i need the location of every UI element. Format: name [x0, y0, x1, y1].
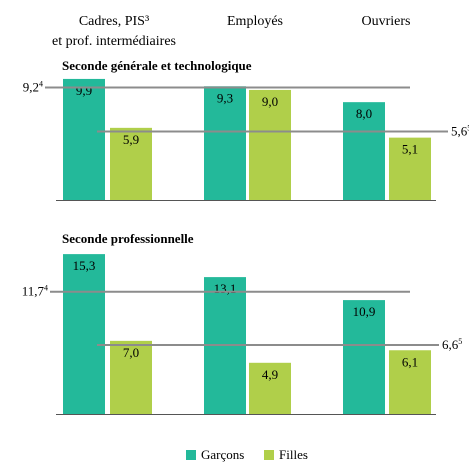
category-label-2: Ouvriers — [362, 14, 411, 29]
data-label-p1-s1-c0: 7,0 — [123, 345, 139, 360]
bar-garcons-p1-c2 — [343, 300, 385, 414]
bar-garcons-p0-c0 — [63, 78, 105, 200]
data-label-p1-s0-c0: 15,3 — [73, 258, 96, 273]
legend-label-0: Garçons — [201, 447, 244, 462]
data-label-p0-s1-c0: 5,9 — [123, 132, 139, 147]
reference-label-p0-right: 5,65 — [451, 124, 469, 139]
bar-filles-p0-c2 — [389, 137, 431, 200]
category-label-1: Employés — [227, 14, 283, 29]
legend-swatch-1 — [264, 450, 274, 460]
bar-garcons-p1-c0 — [63, 254, 105, 414]
data-label-p0-s0-c2: 8,0 — [356, 106, 372, 121]
data-label-p1-s1-c2: 6,1 — [402, 354, 418, 369]
bar-filles-p1-c0 — [110, 340, 152, 414]
bar-filles-p1-c1 — [249, 362, 291, 414]
bar-filles-p1-c2 — [389, 350, 431, 414]
panel-title-1: Seconde professionnelle — [62, 231, 194, 246]
data-label-p1-s1-c1: 4,9 — [262, 367, 278, 382]
data-label-p0-s0-c0: 9,9 — [76, 83, 92, 98]
category-label-0: Cadres, PIS³ — [79, 14, 149, 29]
bar-garcons-p0-c2 — [343, 102, 385, 200]
data-label-p1-s0-c2: 10,9 — [353, 304, 376, 319]
data-label-p0-s1-c1: 9,0 — [262, 94, 278, 109]
legend-label-1: Filles — [279, 447, 308, 462]
bar-garcons-p0-c1 — [204, 86, 246, 200]
legend-swatch-0 — [186, 450, 196, 460]
reference-label-p1-left: 11,74 — [22, 284, 48, 299]
data-label-p1-s0-c1: 13,1 — [214, 281, 237, 296]
data-label-p0-s0-c1: 9,3 — [217, 90, 233, 105]
panel-title-0: Seconde générale et technologique — [62, 58, 252, 73]
reference-label-p0-left: 9,24 — [23, 79, 43, 94]
bar-filles-p0-c1 — [249, 89, 291, 200]
bar-filles-p0-c0 — [110, 127, 152, 200]
data-label-p0-s1-c2: 5,1 — [402, 142, 418, 157]
reference-label-p1-right: 6,65 — [442, 337, 462, 352]
category-label-0: et prof. intermédiaires — [52, 34, 176, 49]
